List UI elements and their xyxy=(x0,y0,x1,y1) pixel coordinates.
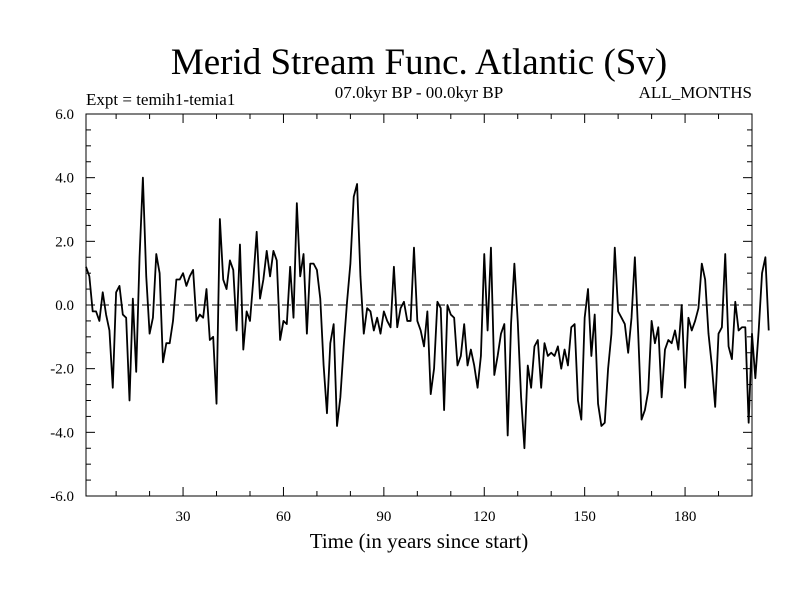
x-tick-label: 60 xyxy=(276,509,291,525)
y-tick-label: 2.0 xyxy=(55,234,74,250)
chart-title: Merid Stream Func. Atlantic (Sv) xyxy=(171,42,667,83)
y-tick-label: 0.0 xyxy=(55,298,74,314)
x-tick-label: 180 xyxy=(674,509,697,525)
experiment-label: Expt = temih1-temia1 xyxy=(86,90,235,109)
y-tick-label: 6.0 xyxy=(55,107,74,123)
plot-frame xyxy=(85,113,753,497)
x-tick-label: 120 xyxy=(473,509,496,525)
axes: -6.0 -4.0 -2.0 0.0 2.0 4.0 6.0 30 60 90 120 150 180 xyxy=(50,107,752,525)
x-tick-label: 30 xyxy=(176,509,191,525)
series-line xyxy=(85,176,770,450)
months-label: ALL_MONTHS xyxy=(639,83,752,102)
y-tick-label: -6.0 xyxy=(50,489,74,505)
y-tick-label: -4.0 xyxy=(50,425,74,441)
x-axis-label: Time (in years since start) xyxy=(310,529,529,553)
series-layer xyxy=(85,176,770,450)
y-tick-label: 4.0 xyxy=(55,171,74,187)
time-range-label: 07.0kyr BP - 00.0kyr BP xyxy=(335,83,503,102)
x-tick-label: 150 xyxy=(573,509,596,525)
x-tick-label: 90 xyxy=(376,509,391,525)
y-tick-label: -2.0 xyxy=(50,362,74,378)
